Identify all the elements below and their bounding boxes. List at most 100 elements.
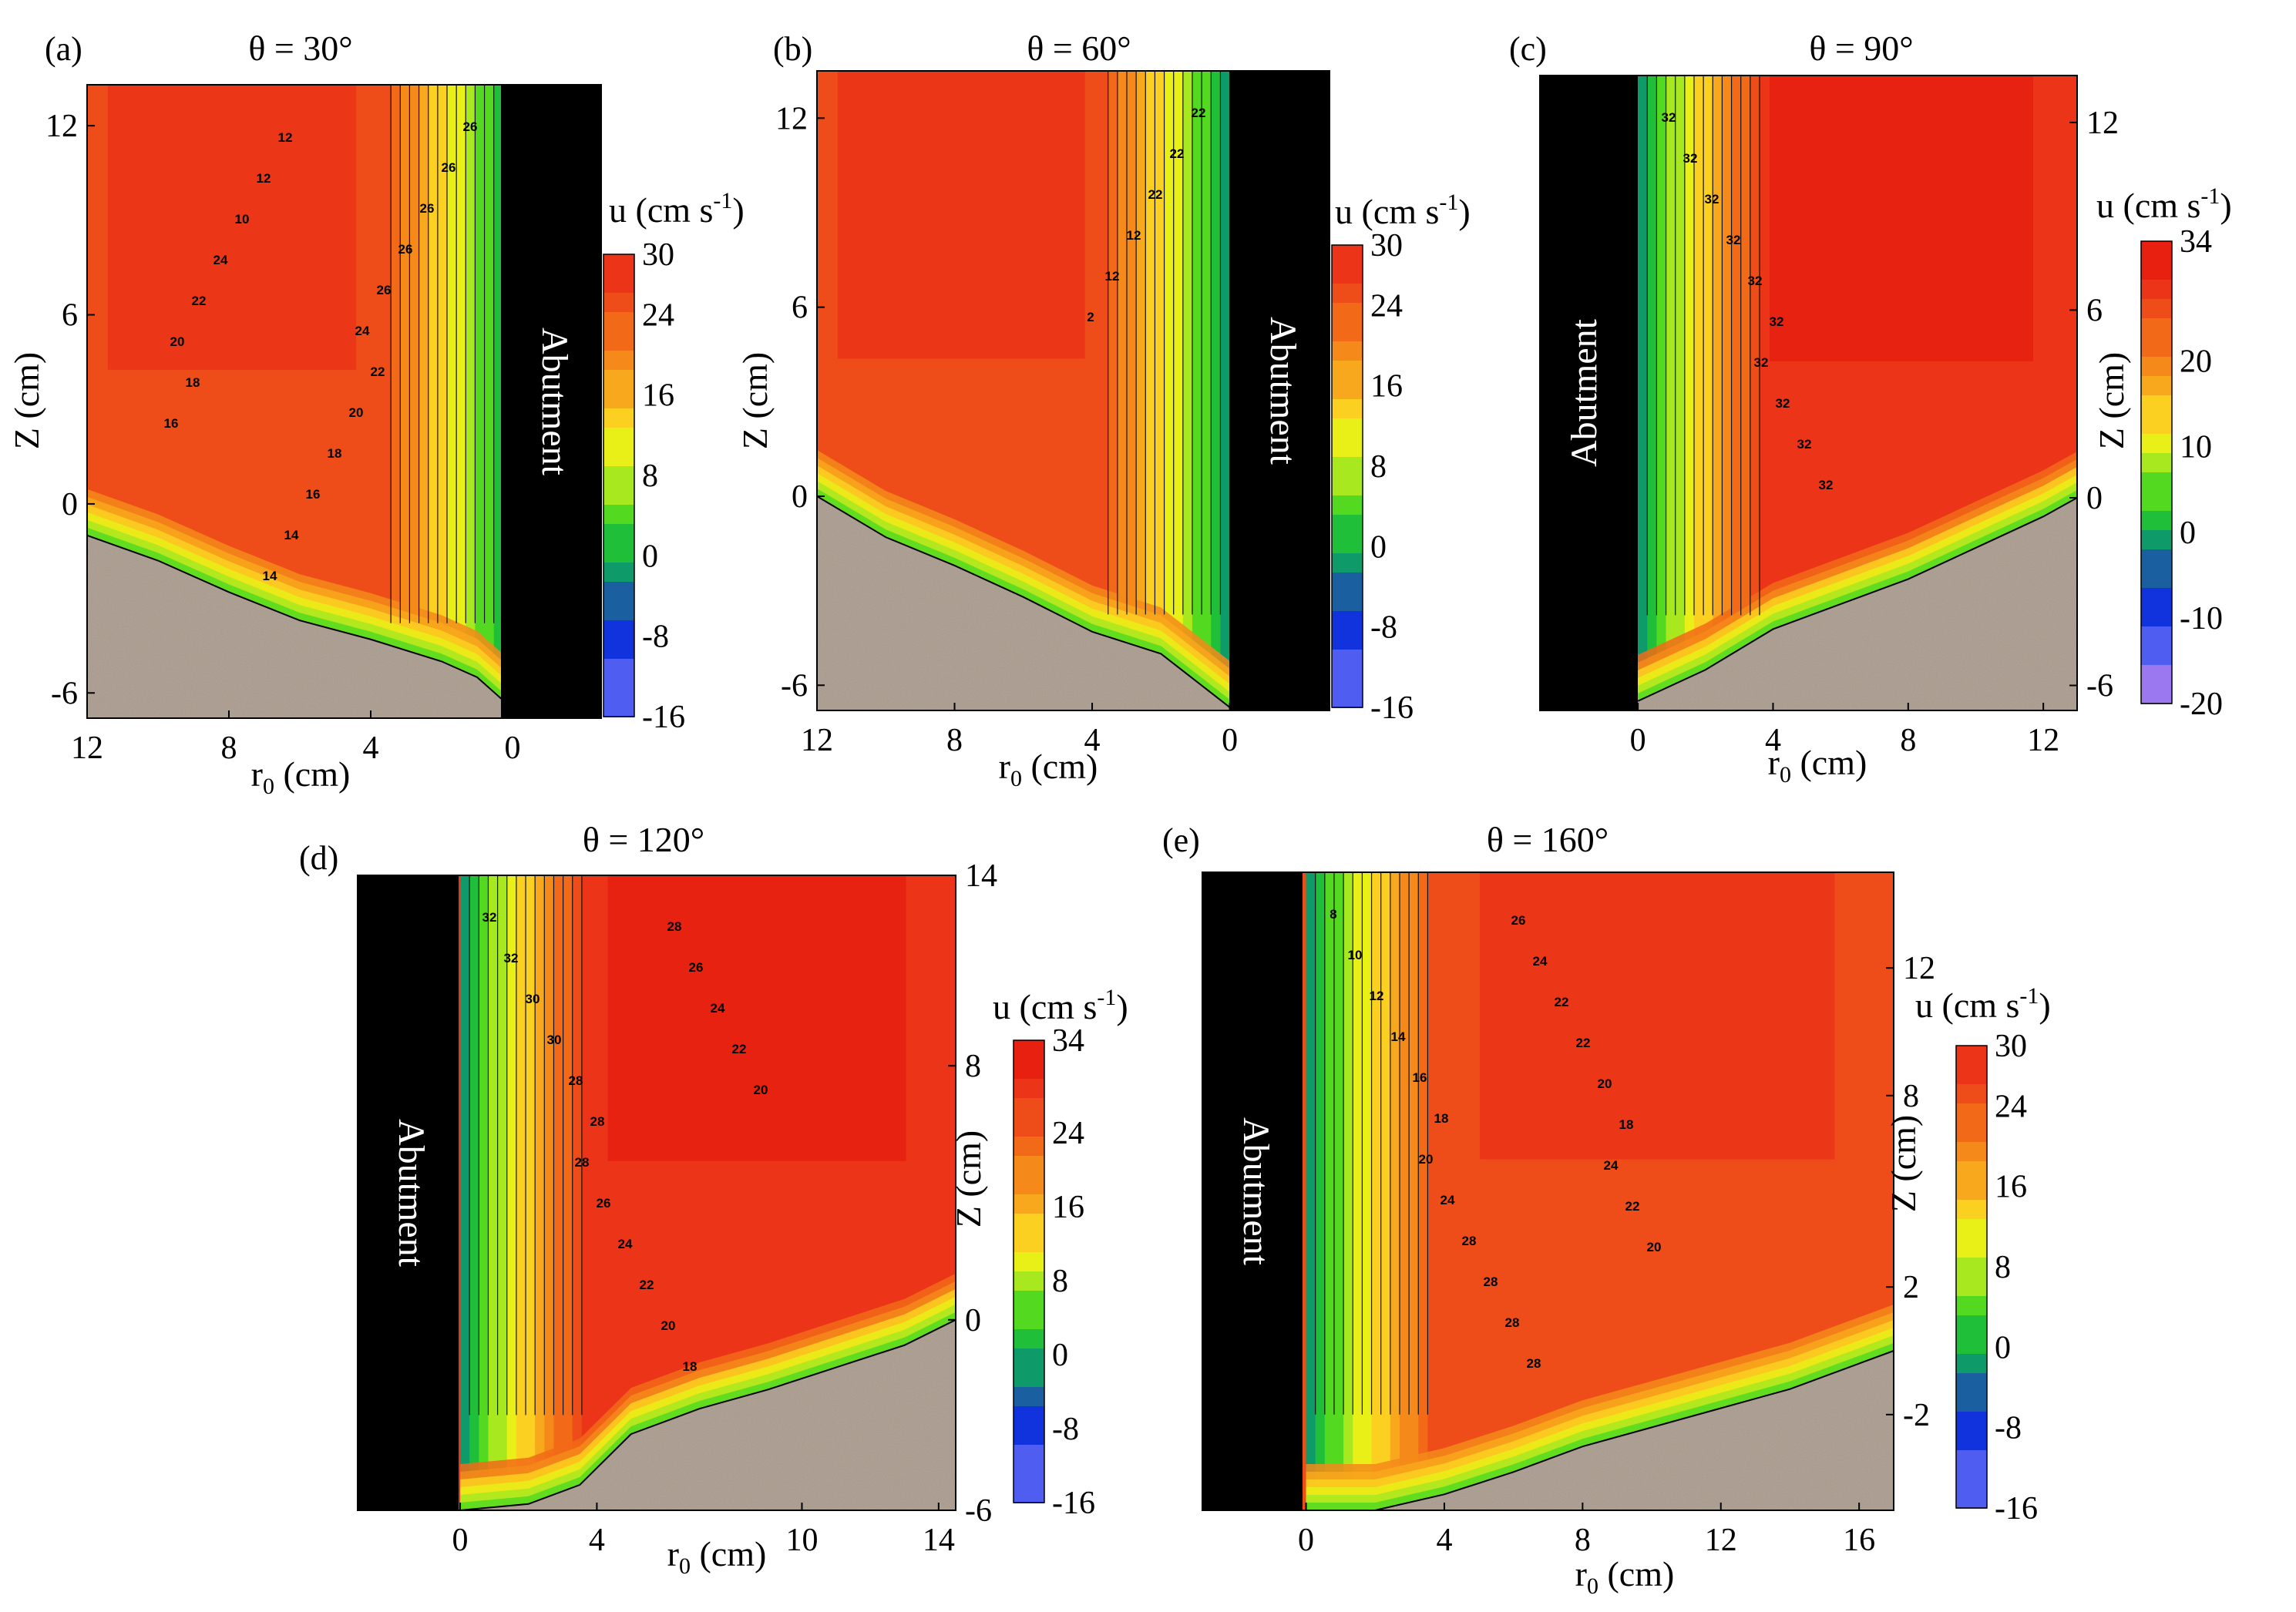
colorbar-swatch <box>1332 515 1363 535</box>
y-tick-label: -6 <box>965 1493 992 1529</box>
colorbar-tick-label: 10 <box>2180 430 2212 465</box>
contour-label: 18 <box>1434 1111 1449 1126</box>
colorbar-swatch <box>603 640 634 660</box>
y-tick-label: 12 <box>1903 951 1935 986</box>
y-axis: -6 0 6 12 <box>775 101 825 704</box>
colorbar-swatch <box>2141 453 2172 473</box>
x-tick-label: 4 <box>1765 723 1781 758</box>
x-axis: 12 8 4 0 <box>801 703 1238 758</box>
contour-label: 20 <box>661 1318 676 1333</box>
y-tick-label: 12 <box>775 101 808 136</box>
contour-label: 12 <box>1105 269 1120 284</box>
colorbar-swatch <box>1956 1084 1987 1104</box>
contour-label: 20 <box>1419 1152 1434 1167</box>
x-tick-label: 0 <box>1630 723 1646 758</box>
colorbar-swatch <box>1014 1310 1044 1330</box>
x-tick-label: 8 <box>221 730 237 766</box>
contour-label: 16 <box>164 416 179 431</box>
contour-label: 12 <box>1127 228 1141 243</box>
wall-velocity-band <box>1638 76 1648 710</box>
colorbar-tick-label: 8 <box>642 458 658 494</box>
contour-label: 16 <box>306 487 321 502</box>
contour-label: 18 <box>683 1359 698 1374</box>
colorbar-tick-label: 24 <box>642 297 674 333</box>
colorbar-swatch <box>1956 1180 1987 1201</box>
contour-label: 10 <box>235 212 250 227</box>
contour-label: 28 <box>590 1114 605 1129</box>
x-tick-label: 0 <box>452 1523 469 1558</box>
abutment-label: Abutment <box>1262 317 1303 465</box>
panel-title: θ = 90° <box>1809 29 1913 68</box>
colorbar-swatch <box>1014 1406 1044 1426</box>
colorbar-swatch <box>2141 376 2172 396</box>
contour-label: 20 <box>170 334 185 349</box>
colorbar-swatch <box>1332 284 1363 304</box>
colorbar-swatch <box>603 254 634 274</box>
contour-label: 8 <box>1330 907 1336 922</box>
x-tick-label: 12 <box>71 730 103 766</box>
colorbar-frame <box>1013 1039 1045 1503</box>
colorbar-swatch <box>2141 395 2172 415</box>
contour-label: 18 <box>186 375 200 390</box>
colorbar-swatch <box>2141 472 2172 492</box>
contour-label: 22 <box>371 364 385 379</box>
abutment-block <box>501 85 601 718</box>
colorbar-swatch <box>603 293 634 313</box>
colorbar-swatch <box>1332 380 1363 400</box>
contour-label: 28 <box>575 1155 590 1170</box>
x-tick-label: 0 <box>1222 723 1238 758</box>
contour-label: 32 <box>1662 110 1676 125</box>
x-tick-label: 14 <box>923 1523 955 1558</box>
colorbar-tick-label: 8 <box>1370 449 1387 485</box>
colorbar-swatch <box>603 447 634 467</box>
y-tick-label: 0 <box>62 487 78 522</box>
colorbar-swatch <box>1332 688 1363 708</box>
panel-letter: (e) <box>1162 821 1200 859</box>
y-tick-label: -2 <box>1903 1398 1930 1433</box>
y-tick-label: 0 <box>792 479 808 515</box>
contour-label: 32 <box>1776 396 1790 411</box>
wall-velocity-band <box>460 875 470 1510</box>
x-tick-label: 12 <box>2027 723 2059 758</box>
colorbar-swatch <box>603 485 634 505</box>
wall-velocity-band <box>1220 71 1230 710</box>
panel-letter: (a) <box>45 30 82 68</box>
contour-label-layer: 32 32 30 30 28 28 28 26 24 22 20 18 28 26 24 22 20 <box>482 910 768 1374</box>
contour-label: 16 <box>1413 1070 1427 1085</box>
x-tick-label: 8 <box>1900 723 1916 758</box>
x-tick-label: 12 <box>1705 1523 1737 1558</box>
bed-contour-line <box>1306 1350 1894 1511</box>
colorbar-swatch <box>1956 1315 1987 1335</box>
colorbar-tick-label: 24 <box>1995 1089 2027 1124</box>
contour-label: 20 <box>754 1083 768 1097</box>
colorbar-swatch <box>1014 1271 1044 1291</box>
panel-letter: (c) <box>1509 30 1547 68</box>
colorbar-tick-label: 30 <box>1370 228 1403 264</box>
colorbar-swatch <box>1014 1483 1044 1503</box>
contour-label: 26 <box>420 201 435 216</box>
colorbar-swatch <box>1332 630 1363 650</box>
contour-label: 20 <box>349 405 364 420</box>
colorbar-swatch <box>603 543 634 563</box>
colorbar-swatch <box>1014 1117 1044 1137</box>
colorbar-swatch <box>1332 573 1363 593</box>
x-tick-label: 4 <box>1436 1523 1452 1558</box>
abutment-label: Abutment <box>534 327 575 476</box>
y-tick-label: 0 <box>965 1303 981 1338</box>
scour-bed-texture <box>460 1319 956 1510</box>
abutment-block <box>1202 872 1303 1510</box>
panel-c: (c) θ = 90° 32 32 32 32 32 32 32 32 32 32 Abutmen… <box>1509 29 2232 788</box>
panel-title: θ = 60° <box>1027 29 1131 68</box>
colorbar-tick-label: 8 <box>1995 1250 2011 1285</box>
high-velocity-core <box>837 71 1085 359</box>
high-velocity-core <box>107 85 357 370</box>
contour-label: 24 <box>618 1237 633 1251</box>
contour-field <box>1202 871 1894 1511</box>
contour-label: 12 <box>257 171 271 186</box>
y-axis-label: Z (cm) <box>7 352 46 449</box>
colorbar-swatch <box>1332 669 1363 689</box>
contour-label: 32 <box>1726 233 1741 247</box>
y-axis: -6 0 6 12 <box>2069 106 2119 704</box>
colorbar-swatch <box>1956 1219 1987 1239</box>
x-tick-label: 10 <box>785 1523 818 1558</box>
